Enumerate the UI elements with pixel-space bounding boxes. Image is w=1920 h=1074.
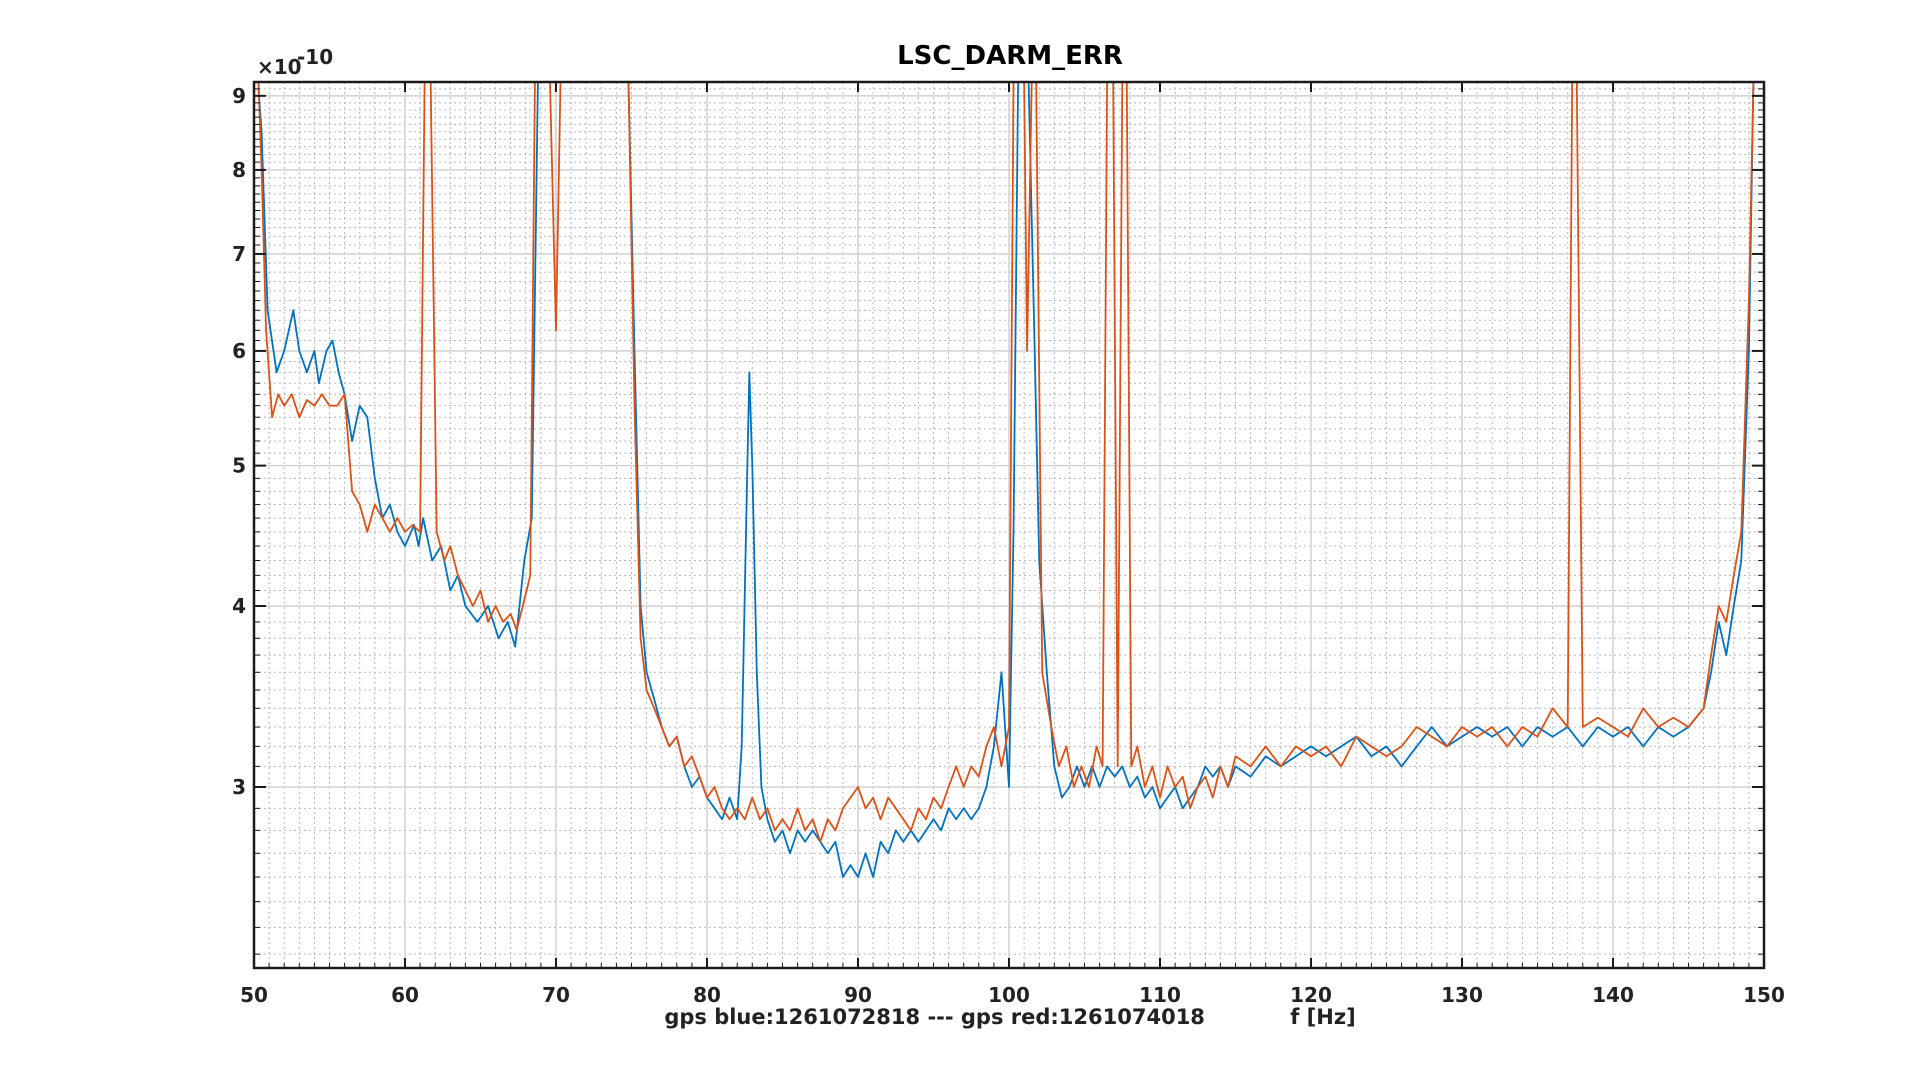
x-tick-labels: 50 60 70 80 90 100 110 120 130 140 150 bbox=[240, 983, 1785, 1007]
y-tick-label: 4 bbox=[232, 594, 246, 618]
x-tick-label: 140 bbox=[1592, 983, 1634, 1007]
chart-title: LSC_DARM_ERR bbox=[897, 41, 1123, 71]
y-tick-label: 8 bbox=[232, 158, 246, 182]
y-multiplier-base: ×10 bbox=[257, 55, 302, 79]
series-layer bbox=[257, 81, 1755, 878]
x-tick-label: 130 bbox=[1441, 983, 1483, 1007]
series-line-0 bbox=[257, 81, 1755, 878]
y-tick-label: 3 bbox=[232, 775, 246, 799]
x-tick-label: 90 bbox=[844, 983, 872, 1007]
y-axis-multiplier: ×10 -10 bbox=[257, 45, 333, 79]
x-tick-label: 60 bbox=[391, 983, 419, 1007]
y-tick-labels: 3 4 5 6 7 8 9 bbox=[232, 84, 246, 799]
frequency-label: f [Hz] bbox=[1290, 1005, 1355, 1029]
x-tick-label: 70 bbox=[542, 983, 570, 1007]
x-tick-label: 80 bbox=[693, 983, 721, 1007]
series-line-1 bbox=[257, 81, 1755, 843]
x-tick-label: 110 bbox=[1139, 983, 1181, 1007]
grid-lines bbox=[253, 81, 1765, 968]
gps-info-label: gps blue:1261072818 --- gps red:12610740… bbox=[664, 1005, 1205, 1029]
x-axis-label: gps blue:1261072818 --- gps red:12610740… bbox=[664, 1005, 1355, 1029]
plot-frame bbox=[252, 80, 1766, 970]
x-tick-label: 100 bbox=[988, 983, 1030, 1007]
y-tick-label: 5 bbox=[232, 454, 246, 478]
y-tick-label: 9 bbox=[232, 84, 246, 108]
x-tick-label: 120 bbox=[1290, 983, 1332, 1007]
y-tick-label: 6 bbox=[232, 339, 246, 363]
x-tick-label: 150 bbox=[1743, 983, 1785, 1007]
y-tick-label: 7 bbox=[232, 242, 246, 266]
y-multiplier-exponent: -10 bbox=[297, 45, 333, 69]
x-tick-label: 50 bbox=[240, 983, 268, 1007]
